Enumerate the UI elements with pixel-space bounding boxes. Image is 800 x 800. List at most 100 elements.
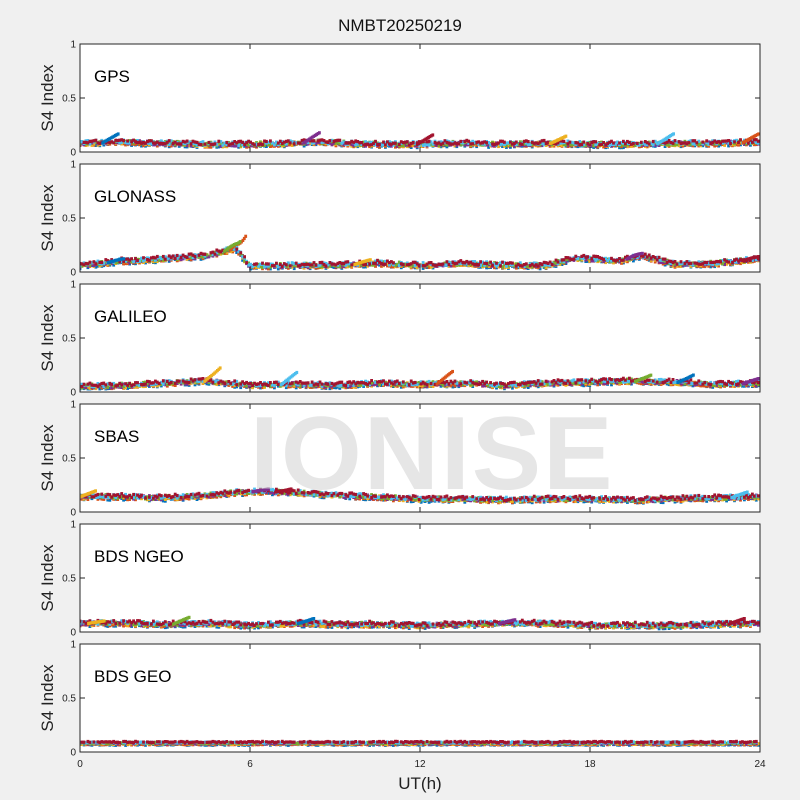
data-point (284, 139, 288, 143)
data-point (157, 255, 161, 259)
data-point (374, 261, 377, 265)
data-point (269, 142, 272, 146)
data-point (443, 139, 447, 143)
data-point (451, 140, 455, 144)
data-point (536, 142, 540, 146)
data-point (193, 381, 197, 385)
data-point (221, 251, 225, 255)
data-point (576, 258, 580, 262)
y-tick-label: 0 (70, 148, 76, 159)
data-point (560, 262, 564, 266)
data-point (509, 263, 512, 267)
data-point (677, 141, 681, 146)
data-point (449, 142, 453, 146)
data-point (241, 258, 244, 262)
data-point (557, 138, 561, 142)
data-point (122, 262, 125, 266)
data-point (152, 260, 155, 264)
data-point (280, 140, 284, 144)
data-point (215, 381, 219, 385)
data-point (447, 141, 451, 145)
data-point (479, 265, 482, 269)
data-point (380, 261, 383, 265)
data-point (294, 386, 298, 390)
data-point (675, 264, 679, 268)
data-point (415, 142, 419, 146)
data-point (142, 256, 145, 260)
data-point (447, 262, 451, 267)
data-point (92, 260, 96, 264)
data-point (683, 261, 687, 266)
data-point (683, 141, 687, 145)
data-point (639, 140, 643, 144)
data-point (284, 142, 288, 146)
data-point (578, 382, 582, 386)
data-point (217, 142, 221, 146)
data-point (136, 258, 139, 263)
data-point (82, 263, 86, 267)
data-point (645, 143, 649, 147)
data-point (503, 144, 506, 148)
data-point (374, 139, 377, 143)
data-point (419, 143, 423, 147)
data-point (267, 143, 270, 147)
data-point (179, 142, 183, 146)
data-point (487, 143, 490, 147)
data-point (677, 140, 681, 144)
data-point (570, 140, 574, 144)
data-point (709, 142, 713, 146)
data-point (372, 263, 375, 267)
data-point (471, 264, 475, 268)
data-point (520, 144, 524, 148)
data-point (637, 256, 641, 260)
data-point (669, 259, 673, 263)
data-point (671, 382, 675, 387)
data-point (643, 140, 647, 144)
data-point (677, 383, 681, 387)
data-point (685, 260, 689, 264)
data-point (540, 262, 544, 266)
data-point (580, 380, 584, 384)
data-point (380, 259, 383, 263)
data-point (350, 144, 354, 148)
data-point (651, 143, 655, 147)
data-point (350, 263, 354, 267)
data-point (671, 140, 675, 144)
data-point (495, 264, 498, 268)
data-point (733, 140, 736, 144)
data-point (364, 142, 367, 146)
data-point (352, 385, 356, 389)
data-point (209, 253, 213, 257)
data-point (390, 383, 393, 387)
data-point (548, 141, 552, 145)
data-point (384, 259, 387, 264)
data-point (566, 256, 570, 260)
data-point (282, 140, 286, 144)
data-point (423, 264, 427, 268)
data-point (124, 385, 127, 390)
data-point (364, 144, 367, 148)
data-point (588, 382, 592, 386)
data-point (247, 145, 250, 149)
data-point (82, 261, 86, 265)
data-point (481, 260, 484, 264)
data-point (255, 265, 258, 269)
data-point (401, 262, 405, 267)
data-point (727, 141, 730, 145)
data-point (372, 141, 375, 146)
data-point (558, 382, 562, 387)
data-point (338, 138, 342, 142)
data-point (332, 141, 336, 145)
data-point (453, 384, 457, 388)
data-point (163, 257, 167, 261)
data-point (733, 142, 736, 146)
data-point (245, 261, 248, 265)
data-point (421, 384, 425, 388)
figure-title: NMBT20250219 (338, 16, 462, 35)
data-point (312, 139, 316, 143)
data-point (90, 143, 94, 147)
data-point (752, 143, 756, 147)
data-point (697, 143, 701, 147)
data-point (386, 140, 389, 144)
data-point (322, 140, 326, 144)
